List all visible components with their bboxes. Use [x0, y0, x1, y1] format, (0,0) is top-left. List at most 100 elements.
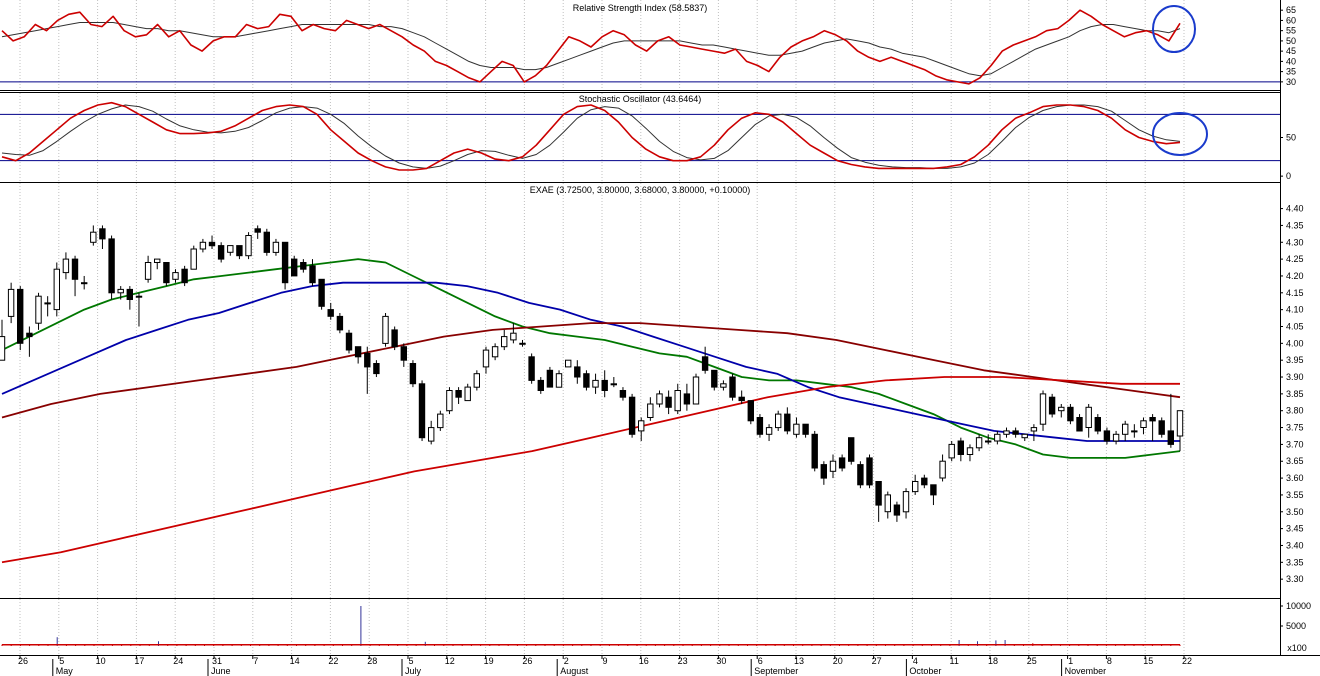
candle-body: [172, 272, 179, 280]
candle-body: [1131, 430, 1138, 433]
candle-body: [190, 248, 197, 270]
x-month-label: September: [754, 666, 798, 676]
x-day-label: 22: [1182, 656, 1192, 666]
candle-body: [409, 363, 417, 385]
candle-body: [1067, 406, 1074, 422]
price-tick-label: 4.10: [1286, 305, 1304, 315]
candle-body: [227, 245, 234, 253]
price-tick-label: 3.45: [1286, 524, 1304, 534]
candle-body: [154, 258, 161, 264]
candle-body: [263, 231, 271, 253]
candle-body: [729, 376, 736, 398]
price-tick-label: 4.00: [1286, 338, 1304, 348]
rsi-tick-label: 45: [1286, 46, 1296, 56]
candle-body: [1140, 420, 1147, 428]
candle-body: [135, 295, 143, 298]
candle-body: [528, 356, 535, 381]
candle-body: [1021, 433, 1028, 439]
candle-body: [0, 336, 6, 361]
x-month-label: June: [211, 666, 231, 676]
candle-body: [519, 342, 526, 345]
candle-body: [793, 423, 800, 435]
x-month-label: May: [56, 666, 74, 676]
rsi-series-line: [1, 9, 1181, 85]
price-title: EXAE (3.72500, 3.80000, 3.68000, 3.80000…: [530, 185, 750, 195]
volume-tick-label: 10000: [1286, 601, 1311, 611]
candle-body: [345, 332, 353, 351]
price-tick-label: 3.50: [1286, 507, 1304, 517]
x-month-label: October: [909, 666, 941, 676]
candle-body: [309, 265, 316, 284]
candle-body: [939, 460, 946, 479]
x-day-label: 17: [134, 656, 144, 666]
rsi-series-line: [1, 22, 1181, 77]
candle-body: [163, 262, 170, 284]
candle-body: [711, 369, 718, 388]
candle-body: [318, 278, 325, 307]
price-tick-label: 4.40: [1286, 204, 1304, 214]
candle-body: [537, 379, 544, 391]
x-day-label: 27: [872, 656, 882, 666]
candle-body: [784, 413, 791, 432]
x-day-label: 12: [445, 656, 455, 666]
candle-body: [683, 393, 691, 405]
candle-body: [99, 228, 106, 240]
stoch-highlight-circle: [1152, 112, 1208, 156]
price-tick-label: 3.75: [1286, 423, 1304, 433]
price-tick-label: 4.05: [1286, 321, 1304, 331]
candle-body: [35, 295, 42, 324]
candle-body: [108, 238, 115, 294]
x-day-label: 31: [212, 656, 222, 666]
candle-body: [1058, 406, 1065, 412]
price-panel: 4.40 4.35 4.30 4.25 4.20 4.15 4.10 4.05 4.00 3.95…: [0, 204, 1304, 584]
rsi-tick-label: 35: [1286, 67, 1296, 77]
price-tick-label: 3.60: [1286, 473, 1304, 483]
candle-body: [473, 373, 481, 388]
candle-body: [1112, 433, 1120, 442]
x-day-label: 23: [678, 656, 688, 666]
rsi-tick-label: 40: [1286, 56, 1296, 66]
candle-body: [1094, 417, 1101, 432]
candle-body: [53, 268, 60, 311]
candle-body: [354, 346, 362, 358]
candle-body: [510, 332, 517, 341]
x-day-label: 14: [290, 656, 300, 666]
candle-body: [1003, 430, 1010, 435]
x-day-label: 15: [1143, 656, 1153, 666]
candle-body: [126, 288, 133, 300]
candle-body: [555, 373, 563, 388]
candle-body: [71, 258, 79, 280]
candle-body: [1085, 406, 1092, 428]
candle-body: [957, 440, 964, 455]
price-tick-label: 3.95: [1286, 355, 1304, 365]
rsi-tick-label: 50: [1286, 36, 1296, 46]
x-month-label: July: [405, 666, 422, 676]
candle-body: [601, 379, 608, 391]
candle-body: [1149, 417, 1156, 422]
candle-body: [720, 383, 727, 388]
x-day-label: 26: [522, 656, 532, 666]
candle-body: [491, 346, 499, 358]
candle-body: [765, 427, 773, 435]
x-day-label: 30: [716, 656, 726, 666]
candle-body: [254, 228, 261, 233]
candle-body: [775, 413, 782, 429]
candle-body: [62, 258, 70, 274]
candle-body: [446, 390, 453, 412]
candle-body: [199, 241, 207, 250]
candle-body: [26, 332, 33, 338]
candle-body: [501, 336, 508, 348]
candle-body: [364, 352, 371, 368]
candle-body: [628, 396, 636, 435]
candle-body: [875, 481, 882, 506]
x-day-label: 9: [602, 656, 607, 666]
candle-body: [373, 363, 380, 375]
candle-body: [1039, 393, 1047, 425]
candle-body: [90, 231, 97, 243]
candle-body: [336, 315, 344, 331]
candle-body: [300, 262, 307, 270]
x-day-label: 22: [328, 656, 338, 666]
x-day-label: 16: [639, 656, 649, 666]
